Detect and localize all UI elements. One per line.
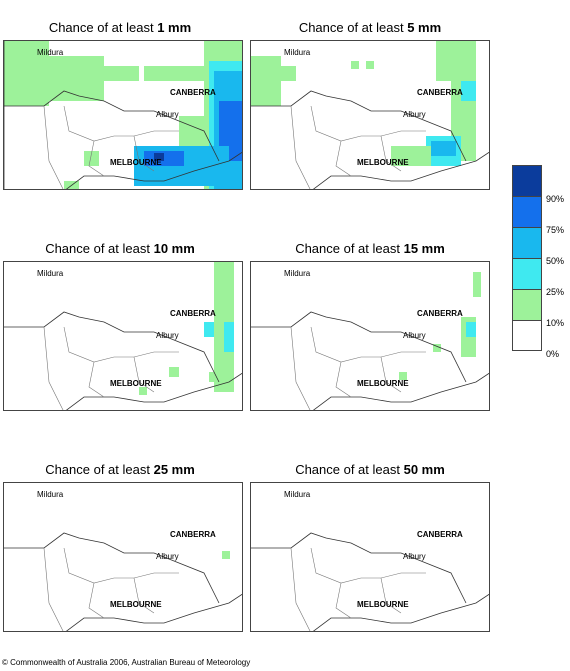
panel-title-15mm: Chance of at least 15 mm [295, 241, 445, 256]
district-boundaries [43, 105, 179, 189]
label-mildura: Mildura [284, 269, 311, 278]
label-canberra: CANBERRA [170, 530, 216, 539]
legend-label-10: 10% [546, 318, 565, 328]
label-melbourne: MELBOURNE [110, 379, 162, 388]
label-canberra: CANBERRA [417, 88, 463, 97]
legend-label-50: 50% [546, 256, 565, 266]
map-50mm-graphic [251, 532, 489, 631]
label-mildura: Mildura [284, 48, 311, 57]
map-15mm: Mildura CANBERRA Albury MELBOURNE [250, 261, 490, 411]
legend-label-0: 0% [546, 349, 560, 359]
state-boundaries [251, 90, 489, 189]
legend-label-25: 25% [546, 287, 565, 297]
legend-swatch-75 [512, 196, 542, 227]
label-melbourne: MELBOURNE [110, 158, 162, 167]
district-boundaries [290, 326, 426, 410]
label-albury: Albury [156, 331, 179, 340]
label-mildura: Mildura [37, 269, 64, 278]
label-albury: Albury [403, 552, 426, 561]
map-5mm-graphic [251, 41, 489, 189]
legend-swatch-50 [512, 227, 542, 258]
state-boundaries [4, 532, 242, 631]
label-mildura: Mildura [284, 490, 311, 499]
state-boundaries [4, 311, 242, 410]
panel-title-25mm: Chance of at least 25 mm [45, 462, 195, 477]
label-albury: Albury [403, 110, 426, 119]
map-5mm: Mildura CANBERRA Albury MELBOURNE [250, 40, 490, 190]
map-15mm-graphic [251, 272, 489, 410]
label-mildura: Mildura [37, 48, 64, 57]
label-melbourne: MELBOURNE [110, 600, 162, 609]
legend-swatch-10 [512, 289, 542, 320]
map-25mm-graphic [4, 532, 242, 631]
state-boundaries [4, 41, 242, 189]
label-melbourne: MELBOURNE [357, 600, 409, 609]
district-boundaries [43, 326, 179, 410]
map-50mm: Mildura CANBERRA Albury MELBOURNE [250, 482, 490, 632]
panel-title-10mm: Chance of at least 10 mm [45, 241, 195, 256]
rain-probability-shading [399, 272, 481, 380]
district-boundaries [290, 105, 426, 189]
panel-title-5mm: Chance of at least 5 mm [298, 20, 442, 35]
rain-probability-shading [222, 551, 230, 559]
probability-legend [512, 165, 542, 351]
label-canberra: CANBERRA [170, 88, 216, 97]
map-10mm-graphic [4, 262, 242, 410]
state-boundaries [251, 311, 489, 410]
legend-swatch-90 [512, 165, 542, 196]
state-boundaries [251, 532, 489, 631]
map-1mm-graphic [4, 41, 242, 189]
legend-swatch-25 [512, 258, 542, 289]
label-mildura: Mildura [37, 490, 64, 499]
label-albury: Albury [156, 552, 179, 561]
map-1mm: Mildura CANBERRA Albury MELBOURNE [3, 40, 243, 190]
label-albury: Albury [403, 331, 426, 340]
rain-probability-shading [139, 262, 234, 395]
legend-label-90: 90% [546, 194, 565, 204]
label-melbourne: MELBOURNE [357, 379, 409, 388]
panel-title-1mm: Chance of at least 1 mm [48, 20, 192, 35]
label-melbourne: MELBOURNE [357, 158, 409, 167]
label-canberra: CANBERRA [170, 309, 216, 318]
label-albury: Albury [156, 110, 179, 119]
label-canberra: CANBERRA [417, 309, 463, 318]
map-10mm: Mildura CANBERRA Albury MELBOURNE [3, 261, 243, 411]
label-canberra: CANBERRA [417, 530, 463, 539]
panel-title-50mm: Chance of at least 50 mm [295, 462, 445, 477]
copyright-notice: © Commonwealth of Australia 2006, Austra… [2, 658, 251, 667]
legend-label-75: 75% [546, 225, 565, 235]
district-boundaries [43, 547, 179, 631]
legend-swatch-0 [512, 320, 542, 351]
district-boundaries [290, 547, 426, 631]
map-25mm: Mildura CANBERRA Albury MELBOURNE [3, 482, 243, 632]
rain-probability-shading [251, 41, 476, 166]
